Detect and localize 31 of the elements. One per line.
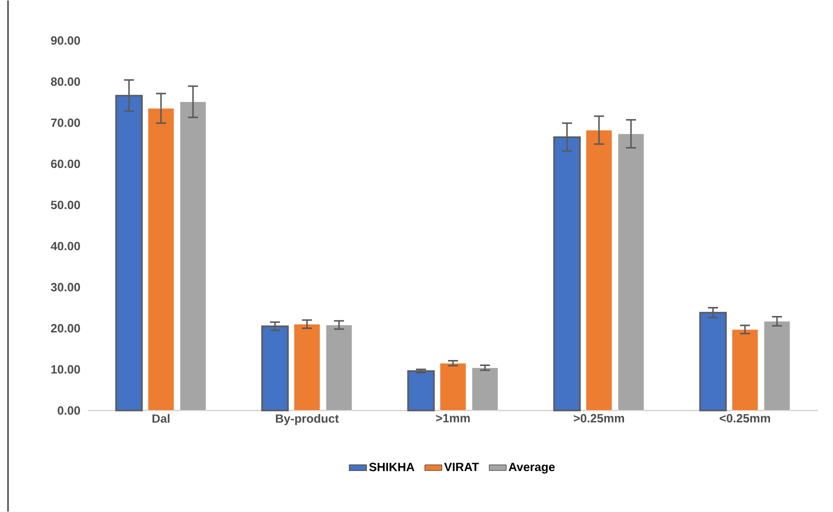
bar <box>732 329 758 411</box>
y-tick-label: 30.00 <box>50 282 80 292</box>
bar <box>326 324 352 411</box>
bar <box>294 324 320 411</box>
x-tick-label: >1mm <box>436 414 470 422</box>
bar <box>440 363 466 411</box>
y-tick-label: 10.00 <box>51 365 80 374</box>
x-tick-label: <0.25mm <box>720 414 770 422</box>
legend-label: Average <box>508 462 555 474</box>
bar <box>472 368 498 411</box>
y-tick-label: 60.00 <box>51 160 80 168</box>
y-tick-label: 20.00 <box>50 324 80 332</box>
bar <box>180 102 206 411</box>
bar <box>586 130 612 411</box>
y-tick-label: 80.00 <box>50 77 80 86</box>
legend-label: VIRAT <box>444 462 479 472</box>
bar <box>764 321 790 411</box>
bar <box>407 370 435 412</box>
bar <box>148 108 174 411</box>
x-tick-label: Dal <box>152 414 170 423</box>
y-tick-label: 70.00 <box>51 118 80 127</box>
y-tick-label: 50.00 <box>50 200 80 210</box>
y-tick-label: 0.00 <box>58 406 80 415</box>
y-tick-label: 40.00 <box>50 242 80 250</box>
y-tick-label: 90.00 <box>50 36 80 45</box>
bar <box>618 134 644 411</box>
bar <box>261 325 289 412</box>
x-tick-label: By-product <box>276 414 339 426</box>
legend-label: SHIKHA <box>369 462 414 472</box>
bar <box>699 312 727 412</box>
x-tick-label: >0.25mm <box>574 414 624 422</box>
